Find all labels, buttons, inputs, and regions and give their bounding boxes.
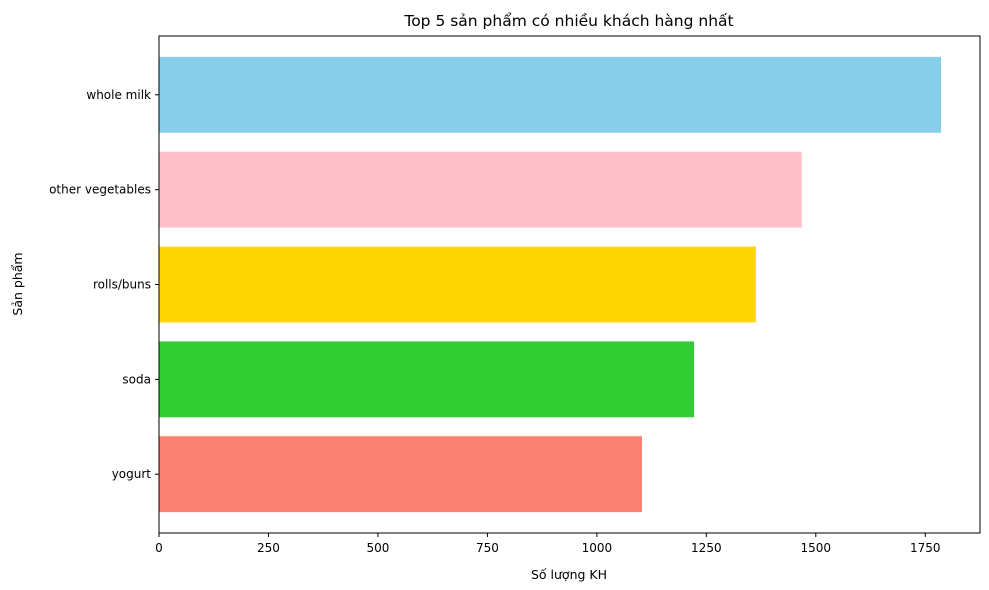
bar-yogurt: [159, 436, 642, 513]
x-tick-label: 0: [155, 541, 163, 555]
y-tick-label: soda: [122, 372, 151, 386]
y-tick-label: rolls/buns: [93, 278, 151, 292]
x-tick-label: 1000: [582, 541, 613, 555]
plot-frame: [158, 35, 981, 534]
bar-rolls-buns: [159, 246, 756, 323]
x-tick-label: 750: [476, 541, 499, 555]
bar-other-vegetables: [159, 151, 802, 228]
x-tick-label: 1250: [691, 541, 722, 555]
y-tick-label: whole milk: [86, 88, 151, 102]
x-axis-label: Số lượng KH: [531, 567, 607, 582]
bars-group: [159, 56, 942, 513]
chart-title: Top 5 sản phẩm có nhiều khách hàng nhất: [403, 12, 733, 30]
x-axis-ticks: 0 250 500 750 1000 1250 1500 1750: [155, 533, 941, 555]
y-tick-label: yogurt: [112, 467, 152, 481]
x-tick-label: 1500: [801, 541, 832, 555]
x-tick-label: 1750: [910, 541, 941, 555]
y-axis-label: Sản phẩm: [10, 252, 25, 315]
bar-whole-milk: [159, 56, 942, 133]
y-axis-ticks: whole milk other vegetables rolls/buns soda…: [49, 88, 159, 481]
x-tick-label: 500: [366, 541, 389, 555]
x-tick-label: 250: [257, 541, 280, 555]
y-tick-label: other vegetables: [49, 183, 151, 197]
bar-soda: [159, 341, 695, 418]
